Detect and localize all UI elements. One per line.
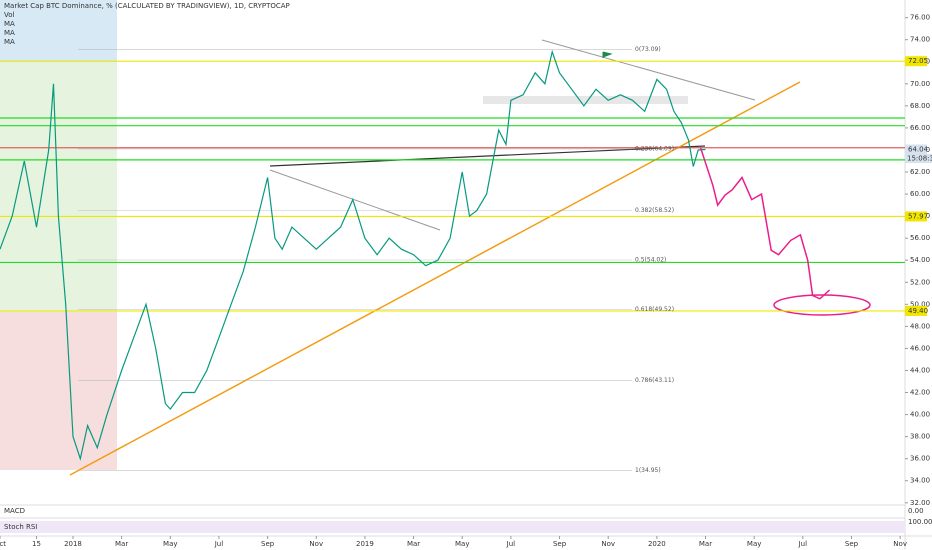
- x-tick-label: 2018: [64, 540, 82, 548]
- price-label: 57.97: [908, 212, 928, 220]
- x-tick-label: Sep: [845, 540, 859, 548]
- x-tick-label: Oct: [0, 540, 6, 548]
- price-label-bg: [905, 144, 927, 155]
- x-tick-label: Sep: [261, 540, 275, 548]
- range-box: [0, 0, 117, 72]
- fib-label: 0(73.09): [635, 46, 661, 53]
- fib-label: 0.618(49.52): [635, 306, 674, 313]
- y-tick-label: 38.00: [910, 433, 930, 441]
- x-tick-label: May: [455, 540, 469, 548]
- fib-label: 0.5(54.02): [635, 256, 666, 263]
- zone: [483, 96, 688, 104]
- y-tick-label: 54.00: [910, 256, 930, 264]
- x-tick-label: Nov: [893, 540, 907, 548]
- y-tick-label: 46.00: [910, 344, 930, 352]
- x-tick-label: Mar: [699, 540, 712, 548]
- x-tick-label: May: [163, 540, 177, 548]
- price-label: 64.04: [908, 146, 929, 154]
- price-label-bg: [905, 211, 927, 222]
- y-tick-label: 40.00: [910, 411, 930, 419]
- x-tick-label: Jul: [798, 540, 808, 548]
- y-tick-label: 66.00: [910, 124, 930, 132]
- legend-item: MA: [4, 20, 15, 28]
- fib-label: 1(34.95): [635, 467, 661, 474]
- price-label-bg: [905, 56, 927, 67]
- pane-tick: 0.00: [908, 507, 924, 515]
- trend-line: [269, 145, 706, 167]
- y-tick-label: 44.00: [910, 366, 930, 374]
- countdown-bg: [905, 154, 932, 164]
- legend-item: MA: [4, 38, 15, 46]
- chart-title: Market Cap BTC Dominance, % (CALCULATED …: [4, 2, 290, 10]
- price-label-bg: [905, 305, 927, 316]
- y-tick-label: 62.00: [910, 168, 930, 176]
- y-tick-label: 70.00: [910, 80, 930, 88]
- price-label: 49.40: [908, 307, 928, 315]
- x-tick-label: Jul: [506, 540, 516, 548]
- x-tick-label: Sep: [553, 540, 567, 548]
- x-tick-label: Mar: [407, 540, 420, 548]
- fib-label: 0.786(43.11): [635, 377, 674, 384]
- trend-line: [269, 169, 441, 231]
- x-tick-label: Nov: [601, 540, 615, 548]
- pane-tick: 100.00: [908, 518, 932, 526]
- y-tick-label: 76.00: [910, 14, 930, 22]
- y-tick-label: 50.00: [910, 300, 930, 308]
- price-label: 72.05: [908, 57, 928, 65]
- trend-line: [69, 81, 801, 476]
- x-tick-label: 2020: [648, 540, 666, 548]
- legend-item: MA: [4, 29, 15, 37]
- y-tick-label: 56.00: [910, 234, 930, 242]
- x-tick-label: 2019: [356, 540, 374, 548]
- y-tick-label: 60.00: [910, 190, 930, 198]
- fib-label: 0.236(64.09): [635, 145, 674, 152]
- y-tick-label: 48.00: [910, 322, 930, 330]
- y-tick-label: 68.00: [910, 102, 930, 110]
- fib-label: 0.382(58.52): [635, 207, 674, 214]
- pane-label: MACD: [4, 507, 25, 515]
- pane-label: Stoch RSI: [4, 523, 37, 531]
- y-tick-label: 74.00: [910, 36, 930, 44]
- range-box: [0, 62, 117, 312]
- countdown: 15:08:32: [907, 155, 932, 163]
- price-line: [0, 49, 706, 461]
- y-tick-label: 34.00: [910, 477, 930, 485]
- stoch-band: [0, 521, 905, 533]
- x-tick-label: Nov: [309, 540, 323, 548]
- y-tick-label: 36.00: [910, 455, 930, 463]
- x-tick-label: 15: [32, 540, 41, 548]
- flag: [602, 51, 613, 58]
- range-box: [0, 312, 117, 470]
- x-tick-label: Mar: [115, 540, 128, 548]
- legend-item: Vol: [4, 11, 15, 19]
- x-tick-label: May: [747, 540, 761, 548]
- y-tick-label: 32.00: [910, 499, 930, 507]
- target-ellipse: [773, 294, 871, 316]
- price-line: [699, 147, 831, 300]
- x-tick-label: Jul: [214, 540, 224, 548]
- y-tick-label: 42.00: [910, 389, 930, 397]
- y-tick-label: 52.00: [910, 278, 930, 286]
